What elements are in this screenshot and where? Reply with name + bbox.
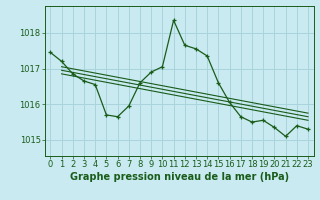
X-axis label: Graphe pression niveau de la mer (hPa): Graphe pression niveau de la mer (hPa) (70, 172, 289, 182)
